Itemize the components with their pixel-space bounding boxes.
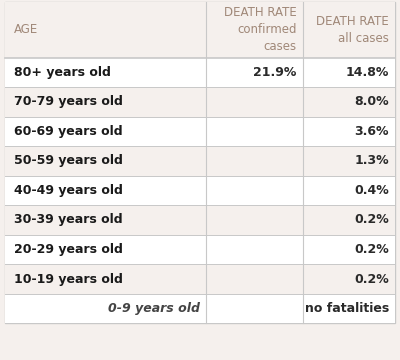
Text: 1.3%: 1.3% (354, 154, 389, 167)
Text: 50-59 years old: 50-59 years old (14, 154, 123, 167)
Text: 10-19 years old: 10-19 years old (14, 273, 123, 285)
Text: AGE: AGE (14, 23, 39, 36)
Bar (5, 2, 395, 323)
Text: 0.4%: 0.4% (354, 184, 389, 197)
Text: 8.0%: 8.0% (354, 95, 389, 108)
Text: 3.6%: 3.6% (354, 125, 389, 138)
Text: DEATH RATE
all cases: DEATH RATE all cases (316, 15, 389, 45)
Text: 14.8%: 14.8% (346, 66, 389, 79)
Text: 70-79 years old: 70-79 years old (14, 95, 123, 108)
Bar (5, 294, 395, 323)
Bar (5, 235, 395, 264)
Text: 60-69 years old: 60-69 years old (14, 125, 123, 138)
Text: 0.2%: 0.2% (354, 243, 389, 256)
Text: 30-39 years old: 30-39 years old (14, 213, 123, 226)
Bar (5, 117, 395, 146)
Bar (5, 2, 395, 58)
Text: DEATH RATE
confirmed
cases: DEATH RATE confirmed cases (224, 6, 296, 53)
Text: no fatalities: no fatalities (304, 302, 389, 315)
Text: 0.2%: 0.2% (354, 213, 389, 226)
Text: 20-29 years old: 20-29 years old (14, 243, 123, 256)
Text: 21.9%: 21.9% (253, 66, 296, 79)
Text: 40-49 years old: 40-49 years old (14, 184, 123, 197)
Bar (5, 87, 395, 117)
Bar (5, 176, 395, 205)
Bar (5, 264, 395, 294)
Bar (5, 58, 395, 87)
Text: 80+ years old: 80+ years old (14, 66, 111, 79)
Bar (5, 146, 395, 176)
Text: 0.2%: 0.2% (354, 273, 389, 285)
Bar (5, 205, 395, 235)
Text: 0-9 years old: 0-9 years old (108, 302, 200, 315)
